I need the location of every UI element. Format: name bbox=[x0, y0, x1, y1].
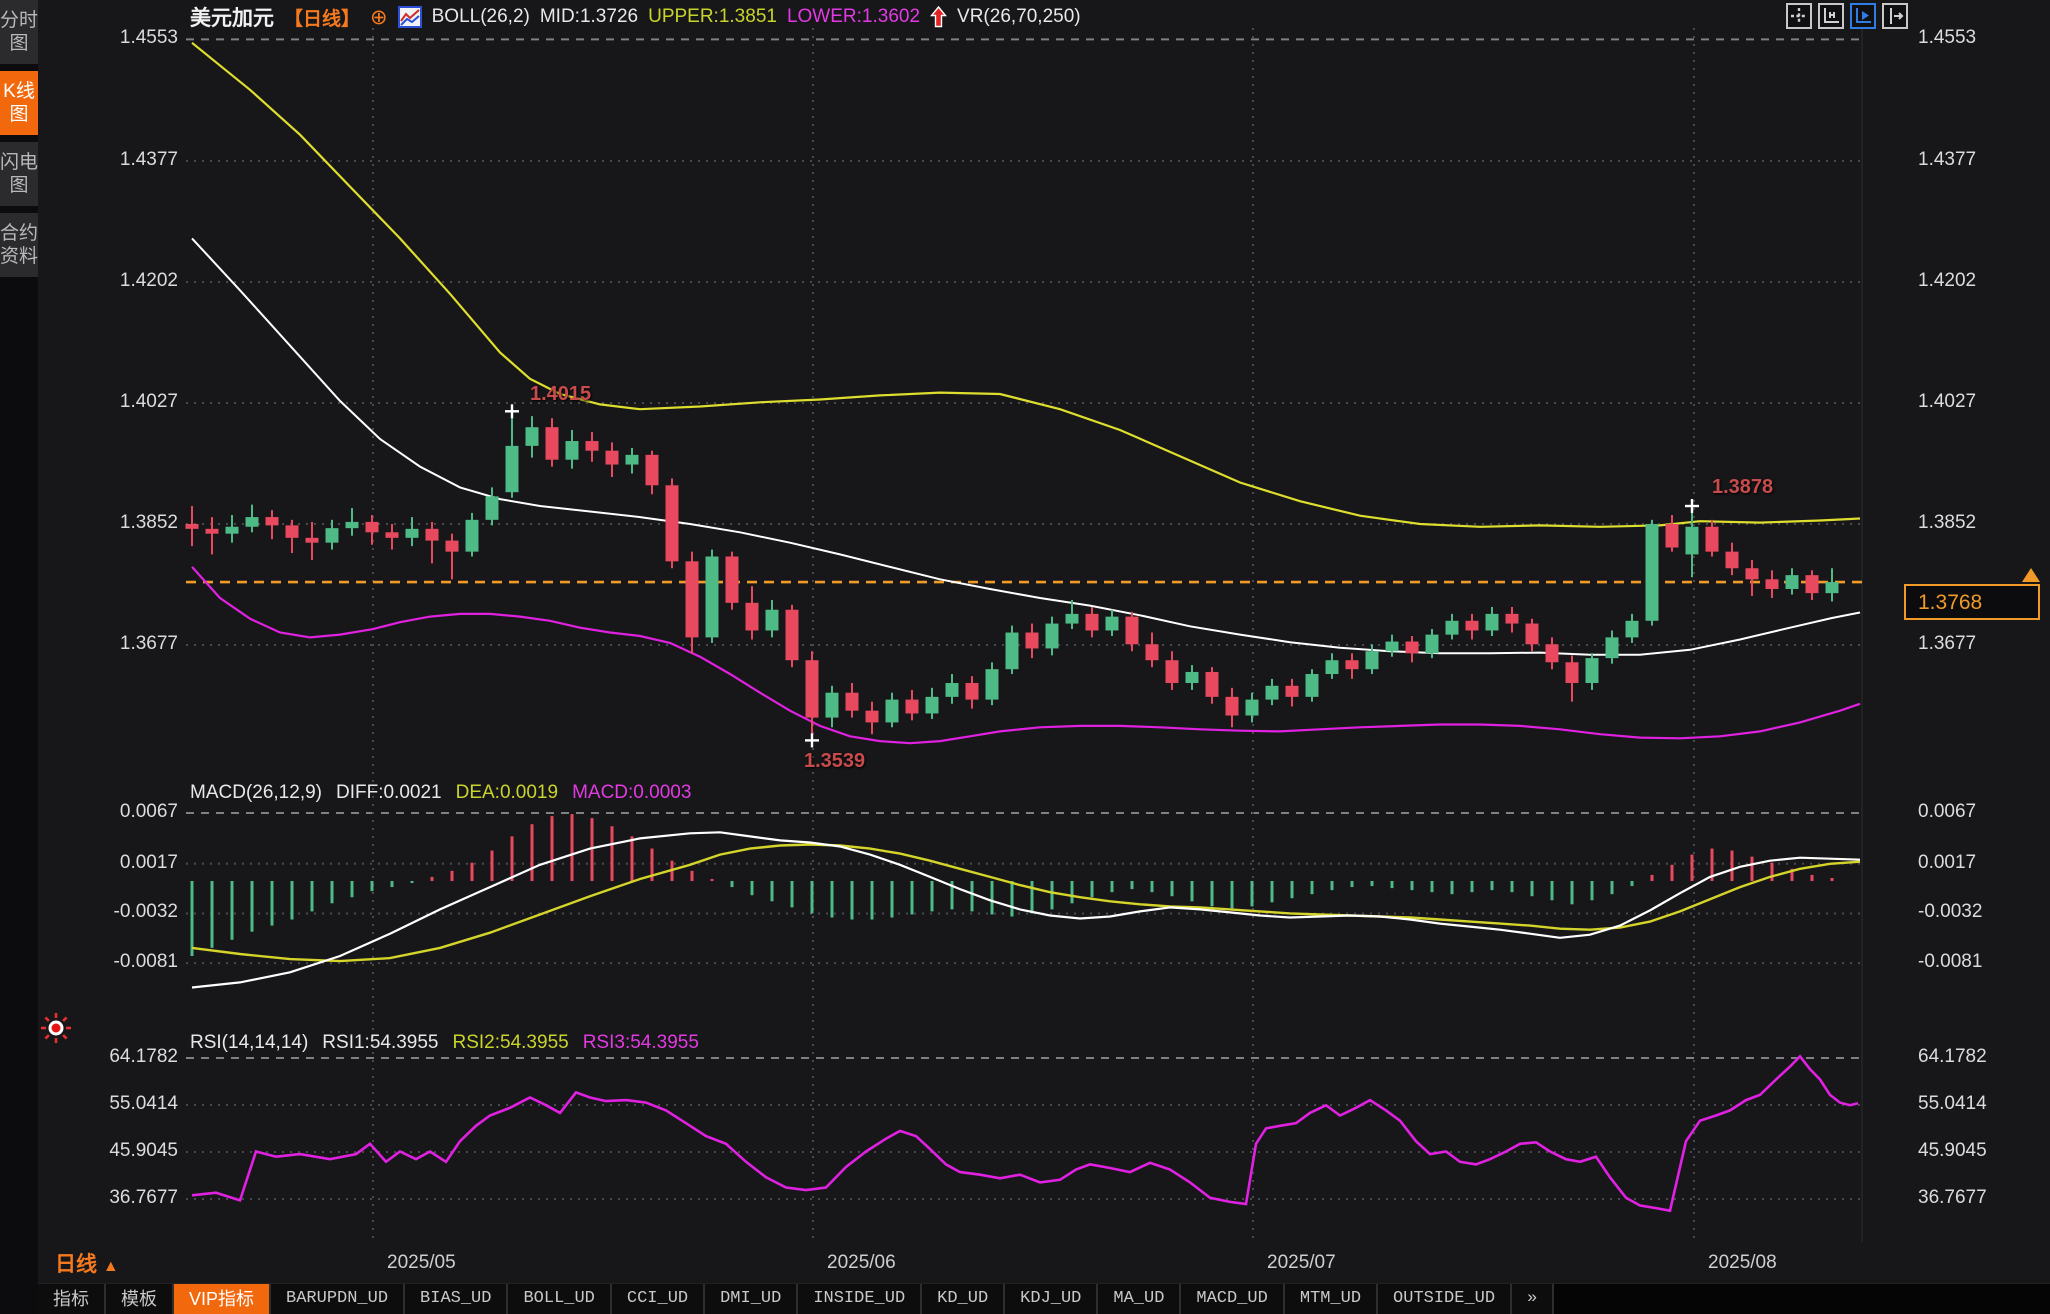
toolbar-tab-模板[interactable]: 模板 bbox=[106, 1284, 174, 1314]
macd-dea-value: DEA:0.0019 bbox=[455, 782, 559, 803]
x-axis-month-label: 2025/05 bbox=[387, 1252, 456, 1273]
rsi1-value: RSI1:54.3955 bbox=[322, 1032, 439, 1053]
toolbar-tab-指标[interactable]: 指标 bbox=[38, 1284, 106, 1314]
x-axis-month-label: 2025/08 bbox=[1708, 1252, 1777, 1273]
toolbar-tab-MTM_UD[interactable]: MTM_UD bbox=[1284, 1284, 1379, 1314]
boll-label: BOLL(26,2) bbox=[431, 6, 530, 27]
sidebar-item-4[interactable]: 合约资料 bbox=[0, 213, 38, 277]
toolbar-tab-BOLL_UD[interactable]: BOLL_UD bbox=[508, 1284, 612, 1314]
toolbar-tab-OUTSIDE_UD[interactable]: OUTSIDE_UD bbox=[1378, 1284, 1513, 1314]
toolbar-tab-MA_UD[interactable]: MA_UD bbox=[1098, 1284, 1182, 1314]
triangle-up-icon: ▲ bbox=[102, 1258, 119, 1275]
chart-tools bbox=[1786, 3, 1908, 29]
macd-macd-value: MACD:0.0003 bbox=[572, 782, 692, 803]
current-price-box: 1.3768 bbox=[1904, 584, 2040, 620]
boll-upper-value: UPPER:1.3851 bbox=[648, 6, 777, 27]
circle-plus-icon[interactable]: ⊕ bbox=[370, 5, 388, 29]
period-dropdown[interactable]: 日线 ▲ bbox=[55, 1253, 119, 1276]
toolbar-tab-DMI_UD[interactable]: DMI_UD bbox=[705, 1284, 799, 1314]
x-axis-month-label: 2025/07 bbox=[1267, 1252, 1336, 1273]
sidebar-item-1[interactable]: 分时图 bbox=[0, 0, 38, 64]
chart-type-sidebar: 分时图 K线图闪电图合约资料 bbox=[0, 0, 38, 1314]
symbol-name: 美元加元 bbox=[190, 7, 274, 30]
rsi-name: RSI(14,14,14) bbox=[190, 1032, 309, 1053]
axis-play-icon[interactable] bbox=[1850, 3, 1876, 29]
axis-shift-icon[interactable] bbox=[1882, 3, 1908, 29]
alarm-icon[interactable] bbox=[40, 1012, 72, 1044]
macd-name: MACD(26,12,9) bbox=[190, 782, 322, 803]
toolbar-tab-MACD_UD[interactable]: MACD_UD bbox=[1181, 1284, 1285, 1314]
x-axis-month-label: 2025/06 bbox=[827, 1252, 896, 1273]
toolbar-tab-BIAS_UD[interactable]: BIAS_UD bbox=[405, 1284, 509, 1314]
indicator-toolbar: 指标 模板 VIP指标 BARUPDN_UD BIAS_UD BOLL_UD CCI_UD D… bbox=[38, 1283, 2050, 1314]
red-up-arrow-icon bbox=[930, 6, 948, 28]
period-tag[interactable]: 【日线】 bbox=[284, 8, 361, 30]
price-up-arrow-icon bbox=[2022, 568, 2040, 582]
boll-lower-value: LOWER:1.3602 bbox=[786, 6, 921, 27]
macd-diff-value: DIFF:0.0021 bbox=[336, 782, 442, 803]
vr-label: VR(26,70,250) bbox=[957, 6, 1081, 27]
toolbar-tab-»[interactable]: » bbox=[1512, 1284, 1555, 1314]
rsi3-value: RSI3:54.3955 bbox=[582, 1032, 699, 1053]
toolbar-tab-KDJ_UD[interactable]: KDJ_UD bbox=[1005, 1284, 1099, 1314]
move-crosshair-icon[interactable] bbox=[1786, 3, 1812, 29]
rsi2-value: RSI2:54.3955 bbox=[452, 1032, 569, 1053]
toolbar-tab-CCI_UD[interactable]: CCI_UD bbox=[611, 1284, 706, 1314]
toolbar-tab-KD_UD[interactable]: KD_UD bbox=[922, 1284, 1006, 1314]
sidebar-item-2[interactable]: K线图 bbox=[0, 71, 38, 135]
boll-mid-value: MID:1.3726 bbox=[539, 6, 639, 27]
axis-adjust-icon[interactable] bbox=[1818, 3, 1844, 29]
rsi-header: RSI(14,14,14) RSI1:54.3955 RSI2:54.3955 … bbox=[190, 1032, 699, 1054]
sidebar-item-3[interactable]: 闪电图 bbox=[0, 142, 38, 206]
macd-header: MACD(26,12,9) DIFF:0.0021 DEA:0.0019 MAC… bbox=[190, 782, 691, 804]
chart-header: 美元加元 【日线】 ⊕ BOLL(26,2) MID:1.3726 UPPER:… bbox=[190, 3, 1081, 31]
kline-style-icon[interactable] bbox=[397, 6, 422, 28]
toolbar-tab-BARUPDN_UD[interactable]: BARUPDN_UD bbox=[271, 1284, 406, 1314]
toolbar-tab-VIP指标[interactable]: VIP指标 bbox=[174, 1284, 272, 1314]
toolbar-tab-INSIDE_UD[interactable]: INSIDE_UD bbox=[798, 1284, 923, 1314]
